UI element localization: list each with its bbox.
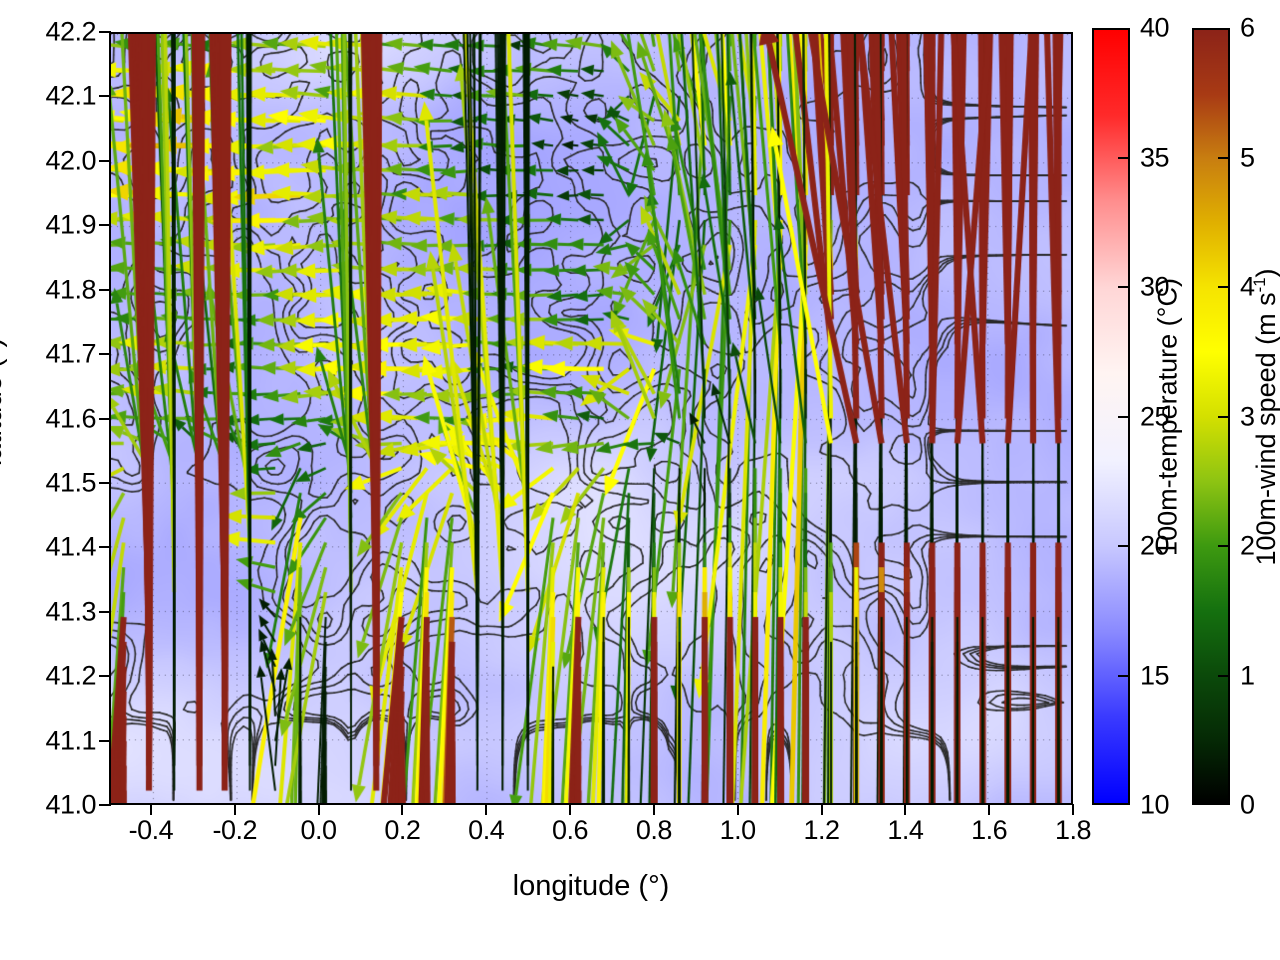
x-tick-label: 1.4 <box>887 815 924 845</box>
colorbar-tick-label: 20 <box>1140 530 1170 561</box>
colorbar-tick-label: 10 <box>1140 789 1170 820</box>
x-tick-mark <box>569 804 572 815</box>
y-tick-mark <box>99 610 111 613</box>
y-tick-label: 42.1 <box>45 80 96 111</box>
y-tick-label: 41.1 <box>45 725 96 756</box>
colorbar-tick-mark <box>1118 156 1130 159</box>
colorbar-tick-label: 2 <box>1240 530 1255 561</box>
x-tick-label: 0.4 <box>468 815 505 845</box>
x-tick-label: -0.2 <box>212 815 257 845</box>
colorbar-tick-label: 3 <box>1240 401 1255 431</box>
y-tick-mark <box>99 481 111 484</box>
y-tick-mark <box>99 31 111 33</box>
y-tick-mark <box>99 95 111 98</box>
x-tick-mark <box>904 804 907 815</box>
y-tick-mark <box>99 353 111 356</box>
y-tick-mark <box>99 804 111 806</box>
x-tick-mark <box>820 804 823 815</box>
colorbar-tick-mark <box>1218 674 1230 677</box>
x-tick-mark <box>317 804 320 815</box>
y-tick-label: 41.0 <box>45 789 96 820</box>
y-tick-mark <box>99 288 111 291</box>
colorbar-tick-mark <box>1218 545 1230 547</box>
x-tick-label: 0.2 <box>384 815 421 845</box>
x-tick-mark <box>233 804 236 815</box>
y-tick-label: 41.4 <box>45 531 96 562</box>
y-tick-label: 41.3 <box>45 596 96 627</box>
y-tick-label: 42.0 <box>45 145 96 176</box>
colorbar-tick-mark <box>1118 545 1130 547</box>
colorbar-tick-mark <box>1218 415 1230 418</box>
x-tick-label: 1.0 <box>719 815 757 845</box>
colorbar-tick-label: 0 <box>1240 789 1255 820</box>
colorbar-tick-label: 30 <box>1140 271 1170 302</box>
x-tick-label: 0.8 <box>635 815 673 845</box>
x-tick-label: 1.2 <box>803 815 840 845</box>
x-axis-label: longitude (°) <box>512 870 670 902</box>
y-tick-mark <box>99 739 111 742</box>
y-tick-mark <box>99 417 111 420</box>
colorbar-tick-mark <box>1218 286 1230 288</box>
x-tick-label: 0.0 <box>300 815 338 845</box>
y-tick-label: 41.2 <box>45 660 96 691</box>
colorbar-tick-mark <box>1118 286 1130 288</box>
x-tick-label: 1.6 <box>971 815 1008 845</box>
x-tick-mark <box>1072 804 1074 815</box>
colorbar-tick-mark <box>1118 674 1130 677</box>
wind-colorbar-title-main: 100m-wind speed (m s <box>1251 292 1280 566</box>
colorbar-tick-label: 25 <box>1140 401 1170 431</box>
y-tick-mark <box>99 675 111 678</box>
wind-vector-layer <box>111 34 1071 803</box>
y-tick-label: 41.6 <box>45 403 96 433</box>
colorbar-tick-label: 4 <box>1240 271 1255 302</box>
colorbar-tick-label: 6 <box>1240 12 1255 43</box>
colorbar-tick-mark <box>1218 156 1230 159</box>
colorbar-tick-label: 5 <box>1240 142 1255 172</box>
y-tick-label: 42.2 <box>45 16 96 47</box>
y-tick-mark <box>99 224 111 227</box>
x-tick-label: 1.8 <box>1054 815 1092 845</box>
colorbar-tick-label: 15 <box>1140 660 1170 690</box>
wind-colorbar-title-tail: ) <box>1251 268 1280 278</box>
colorbar-tick-label: 35 <box>1140 142 1170 172</box>
x-tick-label: -0.4 <box>128 815 174 845</box>
colorbar-tick-label: 40 <box>1140 12 1170 43</box>
y-tick-mark <box>99 546 111 549</box>
x-tick-mark <box>652 804 655 815</box>
y-tick-label: 41.7 <box>45 338 96 369</box>
x-tick-mark <box>736 804 739 815</box>
x-tick-mark <box>149 804 152 815</box>
x-tick-mark <box>401 804 404 815</box>
plot-area <box>109 32 1073 805</box>
colorbar-tick-mark <box>1118 415 1130 418</box>
x-tick-label: 0.6 <box>552 815 589 845</box>
y-tick-label: 41.8 <box>45 274 96 305</box>
y-tick-label: 41.9 <box>45 209 96 240</box>
y-tick-label: 41.5 <box>45 467 96 498</box>
x-tick-mark <box>988 804 991 815</box>
x-tick-mark <box>485 804 488 815</box>
colorbar-tick-label: 1 <box>1240 660 1255 690</box>
y-tick-mark <box>99 159 111 162</box>
